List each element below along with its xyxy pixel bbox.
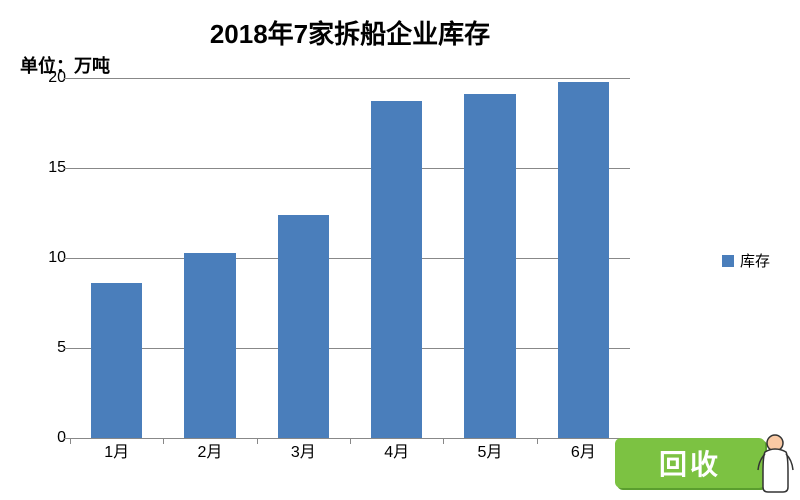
watermark-box: 回收 [615,438,765,488]
y-tick-label: 20 [38,69,66,87]
bar-slot: 6月 [537,78,630,438]
y-tick-label: 10 [38,249,66,267]
bar [464,94,515,438]
x-tick-label: 1月 [70,438,163,462]
watermark-figure-icon [753,432,798,494]
bar [91,283,142,438]
plot-area: 1月2月3月4月5月6月 [70,78,630,438]
bars-layer: 1月2月3月4月5月6月 [70,78,630,438]
x-tick-mark [537,438,538,444]
bar-slot: 1月 [70,78,163,438]
y-tick-label: 5 [38,339,66,357]
x-tick-label: 5月 [443,438,536,462]
x-tick-label: 2月 [163,438,256,462]
y-tick-label: 0 [38,429,66,447]
chart-title: 2018年7家拆船企业库存 [0,14,700,51]
watermark-logo: 回收 [600,430,800,500]
bar-slot: 3月 [257,78,350,438]
x-tick-label: 3月 [257,438,350,462]
bar [371,101,422,438]
legend-swatch [722,255,734,267]
chart-container: 2018年7家拆船企业库存 单位：万吨 05101520 1月2月3月4月5月6… [0,0,800,500]
x-tick-label: 4月 [350,438,443,462]
watermark-text: 回收 [659,443,721,483]
legend-label: 库存 [740,250,770,271]
x-tick-mark [350,438,351,444]
legend: 库存 [722,250,770,271]
x-tick-mark [257,438,258,444]
bar [278,215,329,438]
bar [558,82,609,438]
bar-slot: 5月 [443,78,536,438]
bar-slot: 2月 [163,78,256,438]
bar [184,253,235,438]
x-tick-mark [70,438,71,444]
y-tick-label: 15 [38,159,66,177]
x-tick-mark [163,438,164,444]
x-tick-mark [443,438,444,444]
bar-slot: 4月 [350,78,443,438]
